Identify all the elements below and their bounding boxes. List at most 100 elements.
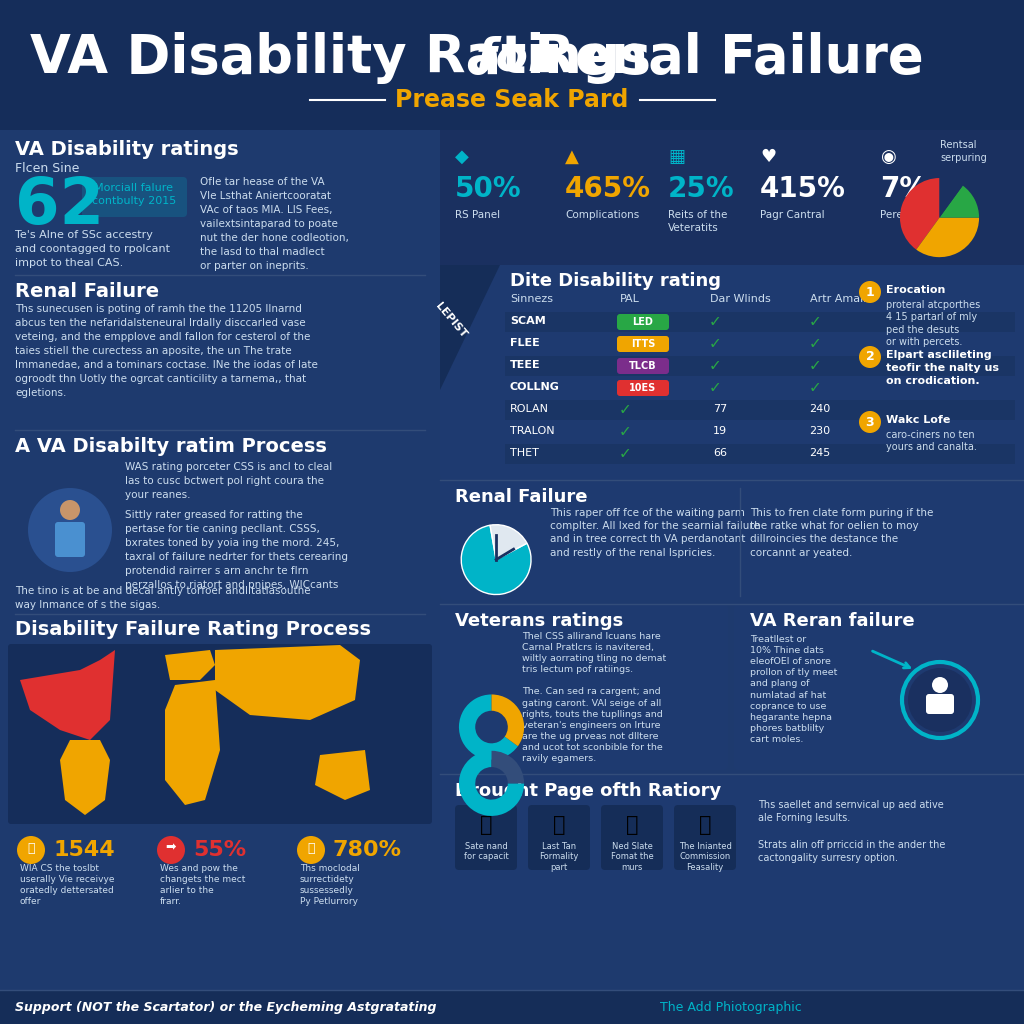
Bar <box>440 130 1024 265</box>
Wedge shape <box>459 751 524 816</box>
FancyBboxPatch shape <box>455 805 517 870</box>
Text: LEPIST: LEPIST <box>433 300 469 340</box>
Text: ✓: ✓ <box>709 314 721 330</box>
Wedge shape <box>490 524 527 559</box>
FancyBboxPatch shape <box>617 336 669 352</box>
Text: ⭐: ⭐ <box>307 842 314 854</box>
Text: ✓: ✓ <box>709 358 721 374</box>
Text: Renal Failure: Renal Failure <box>455 488 588 506</box>
Text: Dar Wlinds: Dar Wlinds <box>710 294 771 304</box>
Text: Elpart asclileting
teofir the nalty us
on crodication.: Elpart asclileting teofir the nalty us o… <box>886 350 999 386</box>
Text: Flcen Sine: Flcen Sine <box>15 162 80 175</box>
Circle shape <box>859 411 881 433</box>
Polygon shape <box>215 645 360 720</box>
Text: Rentsal
serpuring: Rentsal serpuring <box>940 140 987 163</box>
Text: Renal Failure: Renal Failure <box>15 282 159 301</box>
Polygon shape <box>165 680 220 805</box>
Text: Treatllest or
10% Thine dats
eleofOEl of snore
prollon of tly meet
and plang of
: Treatllest or 10% Thine dats eleofOEl of… <box>750 635 838 743</box>
Text: Drought Page ofth Ratiory: Drought Page ofth Ratiory <box>455 782 721 800</box>
FancyBboxPatch shape <box>617 358 669 374</box>
Text: 📋: 📋 <box>553 815 565 835</box>
Text: The Add Phiotographic: The Add Phiotographic <box>660 1000 802 1014</box>
Text: ITTS: ITTS <box>631 339 655 349</box>
FancyBboxPatch shape <box>440 774 1024 930</box>
Text: Ths sunecusen is poting of ramh the the 11205 llnarnd
abcus ten the nefaridalste: Ths sunecusen is poting of ramh the the … <box>15 304 317 398</box>
FancyBboxPatch shape <box>617 380 669 396</box>
Wedge shape <box>492 694 524 746</box>
Text: 1: 1 <box>865 286 874 299</box>
Text: Last Tan
Formality
part: Last Tan Formality part <box>540 842 579 871</box>
Text: TLCB: TLCB <box>629 361 656 371</box>
Text: 50%: 50% <box>455 175 521 203</box>
Text: 245: 245 <box>809 449 830 458</box>
Text: LED: LED <box>633 317 653 327</box>
Text: COLLNG: COLLNG <box>510 382 560 392</box>
Text: 🛒: 🛒 <box>28 842 35 854</box>
Text: WAS rating porceter CSS is ancl to cleal
las to cusc bctwert pol right coura the: WAS rating porceter CSS is ancl to cleal… <box>125 462 332 500</box>
Bar <box>505 356 1015 376</box>
Bar <box>505 378 1015 398</box>
Text: Te's Alne of SSc accestry
and coontagged to rpolcant
impot to theal CAS.: Te's Alne of SSc accestry and coontagged… <box>15 230 170 268</box>
FancyBboxPatch shape <box>528 805 590 870</box>
Text: FLEE: FLEE <box>510 338 540 348</box>
FancyBboxPatch shape <box>601 805 663 870</box>
Text: The Inianted
Commission
Feasality: The Inianted Commission Feasality <box>679 842 731 871</box>
Text: A VA Disabilty ratim Process: A VA Disabilty ratim Process <box>15 437 327 456</box>
Text: Veterans ratings: Veterans ratings <box>455 612 624 630</box>
Text: Dite Disability rating: Dite Disability rating <box>510 272 721 290</box>
FancyBboxPatch shape <box>8 644 432 824</box>
FancyBboxPatch shape <box>926 694 954 714</box>
Text: 415%: 415% <box>760 175 846 203</box>
Text: VA Disability ratings: VA Disability ratings <box>15 140 239 159</box>
Text: 780%: 780% <box>333 840 402 860</box>
Text: for: for <box>476 36 552 81</box>
Text: Wes and pow the
changets the mect
arlier to the
frarr.: Wes and pow the changets the mect arlier… <box>160 864 246 906</box>
Text: Thel CSS allirand lcuans hare
Carnal Pratlcrs is navitered,
wiltly aorrating tli: Thel CSS allirand lcuans hare Carnal Pra… <box>522 632 667 763</box>
Text: Morciall falure
contbulty 2015: Morciall falure contbulty 2015 <box>92 183 176 206</box>
Bar <box>505 312 1015 332</box>
Circle shape <box>60 500 80 520</box>
Text: 10ES: 10ES <box>630 383 656 393</box>
Text: ▲: ▲ <box>565 148 579 166</box>
Text: RS Panel: RS Panel <box>455 210 500 220</box>
Text: 🚚: 🚚 <box>698 815 712 835</box>
Circle shape <box>859 281 881 303</box>
Text: 1544: 1544 <box>53 840 115 860</box>
Circle shape <box>908 668 972 732</box>
Text: ✓: ✓ <box>618 446 632 462</box>
Text: caro-ciners no ten
yours and canalta.: caro-ciners no ten yours and canalta. <box>886 430 977 453</box>
Text: This to fren clate form puring if the
the ratke what for oelien to moy
dillroinc: This to fren clate form puring if the th… <box>750 508 933 558</box>
Text: TRALON: TRALON <box>510 426 555 436</box>
Bar <box>505 422 1015 442</box>
Wedge shape <box>916 218 979 257</box>
Text: Complications: Complications <box>565 210 639 220</box>
Text: 77: 77 <box>713 404 727 414</box>
Text: The tino is at be and decal antly torfoer andlitatlasouthe
way Inmance of s the : The tino is at be and decal antly torfoe… <box>15 586 310 610</box>
Text: Reits of the
Veteratits: Reits of the Veteratits <box>668 210 727 233</box>
Text: Ths moclodal
surrectidety
sussessedly
Py Petlurrory: Ths moclodal surrectidety sussessedly Py… <box>300 864 359 906</box>
FancyBboxPatch shape <box>440 480 1024 600</box>
Text: ✓: ✓ <box>809 381 821 395</box>
Text: VA Reran failure: VA Reran failure <box>750 612 914 630</box>
Text: ✓: ✓ <box>709 381 721 395</box>
Text: Sinnezs: Sinnezs <box>510 294 553 304</box>
Bar <box>505 444 1015 464</box>
Text: ✓: ✓ <box>618 402 632 418</box>
Circle shape <box>859 346 881 368</box>
Circle shape <box>932 677 948 693</box>
Text: ◉: ◉ <box>880 148 896 166</box>
Text: Support (NOT the Scartator) or the Eycheming Astgratating: Support (NOT the Scartator) or the Eyche… <box>15 1000 436 1014</box>
Circle shape <box>297 836 325 864</box>
Text: Pereet: Pereet <box>880 210 913 220</box>
Bar <box>0 990 1024 1024</box>
Text: PAL: PAL <box>620 294 640 304</box>
Text: ✓: ✓ <box>709 337 721 351</box>
Text: ➡: ➡ <box>166 842 176 854</box>
Polygon shape <box>165 650 215 680</box>
FancyBboxPatch shape <box>734 604 1024 770</box>
Wedge shape <box>939 185 979 218</box>
Text: Ned Slate
Fomat the
murs: Ned Slate Fomat the murs <box>610 842 653 871</box>
Bar <box>0 130 440 995</box>
Text: 230: 230 <box>809 426 830 436</box>
Text: Ofle tar hease of the VA
Vle Lsthat Aniertcooratat
VAc of taos MIA. LIS Fees,
va: Ofle tar hease of the VA Vle Lsthat Anie… <box>200 177 349 271</box>
